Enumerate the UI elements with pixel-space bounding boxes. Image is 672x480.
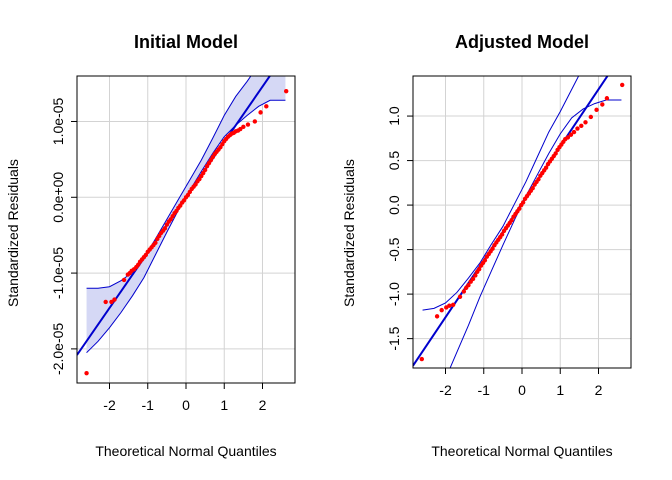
data-point xyxy=(461,289,467,294)
y-tick-label: 0.0 xyxy=(386,195,402,215)
data-point xyxy=(579,123,584,129)
y-tick-label: 0.5 xyxy=(386,151,402,171)
y-tick-label: -1.0e-05 xyxy=(50,247,66,299)
data-point xyxy=(202,167,208,173)
data-point xyxy=(565,135,571,140)
data-point xyxy=(252,119,258,124)
x-tick-label: 2 xyxy=(259,397,267,413)
adjusted-model-panel: Adjusted Model Theoretical Normal Quanti… xyxy=(341,32,632,459)
data-point xyxy=(520,200,526,205)
band-upper-line xyxy=(422,76,580,311)
data-point xyxy=(568,132,574,137)
band-upper-line xyxy=(86,76,252,289)
data-point xyxy=(536,177,541,182)
data-point xyxy=(517,206,522,211)
y-tick-label: 0.0e+00 xyxy=(50,172,66,223)
data-point xyxy=(466,283,471,288)
x-axis-label: Theoretical Normal Quantiles xyxy=(95,443,276,459)
data-point xyxy=(571,129,577,135)
data-point xyxy=(264,104,269,109)
data-point xyxy=(241,124,246,129)
y-tick-label: -2.0e-05 xyxy=(50,323,66,375)
data-point xyxy=(553,151,558,156)
y-axis-label: Standardized Residuals xyxy=(341,159,357,307)
data-point xyxy=(583,120,588,125)
data-point xyxy=(162,226,168,231)
chart-title: Adjusted Model xyxy=(455,32,589,52)
plot-area xyxy=(413,76,625,368)
data-point xyxy=(482,258,488,263)
data-point xyxy=(112,297,117,302)
data-point xyxy=(457,294,463,299)
x-tick-label: 0 xyxy=(518,382,526,398)
x-tick-label: 0 xyxy=(182,397,190,413)
data-point xyxy=(103,299,108,305)
confidence-band xyxy=(86,76,286,353)
data-point xyxy=(284,88,289,94)
y-tick-label: -0.5 xyxy=(386,237,402,261)
x-tick-label: 2 xyxy=(595,382,603,398)
data-point xyxy=(490,246,495,251)
data-point xyxy=(439,307,444,313)
data-point xyxy=(499,232,505,237)
x-axis-label: Theoretical Normal Quantiles xyxy=(431,443,612,459)
data-point xyxy=(450,302,456,307)
x-tick-label: 1 xyxy=(556,382,564,398)
y-tick-label: 1.0 xyxy=(386,106,402,126)
data-point xyxy=(600,102,605,107)
data-point xyxy=(473,273,478,278)
data-point xyxy=(258,110,263,115)
data-point xyxy=(419,356,424,362)
data-point xyxy=(109,299,114,305)
y-tick-label: 1.0e-05 xyxy=(50,98,66,146)
initial-model-panel: Initial Model Theoretical Normal Quantil… xyxy=(5,32,296,459)
data-point xyxy=(588,114,594,120)
data-point xyxy=(509,218,514,223)
x-tick-label: -2 xyxy=(103,397,116,413)
data-point xyxy=(238,126,243,132)
data-point xyxy=(530,185,535,191)
data-point xyxy=(604,96,610,101)
y-tick-label: -1.5 xyxy=(386,326,402,350)
data-point xyxy=(594,107,599,113)
data-point xyxy=(245,122,251,127)
data-point xyxy=(476,266,482,272)
y-axis-label: Standardized Residuals xyxy=(5,159,21,307)
data-point xyxy=(543,165,549,170)
data-point xyxy=(575,126,580,131)
plot-area xyxy=(77,76,289,376)
data-point xyxy=(434,314,440,319)
x-tick-label: -1 xyxy=(478,382,491,398)
data-point xyxy=(84,370,89,376)
data-point xyxy=(121,277,127,283)
data-point xyxy=(153,240,158,245)
data-point xyxy=(620,82,625,88)
data-point xyxy=(447,303,452,308)
x-tick-label: -1 xyxy=(142,397,155,413)
x-tick-label: 1 xyxy=(220,397,228,413)
x-tick-label: -2 xyxy=(439,382,452,398)
data-point xyxy=(470,276,476,282)
chart-title: Initial Model xyxy=(134,32,238,52)
y-tick-label: -1.0 xyxy=(386,282,402,306)
